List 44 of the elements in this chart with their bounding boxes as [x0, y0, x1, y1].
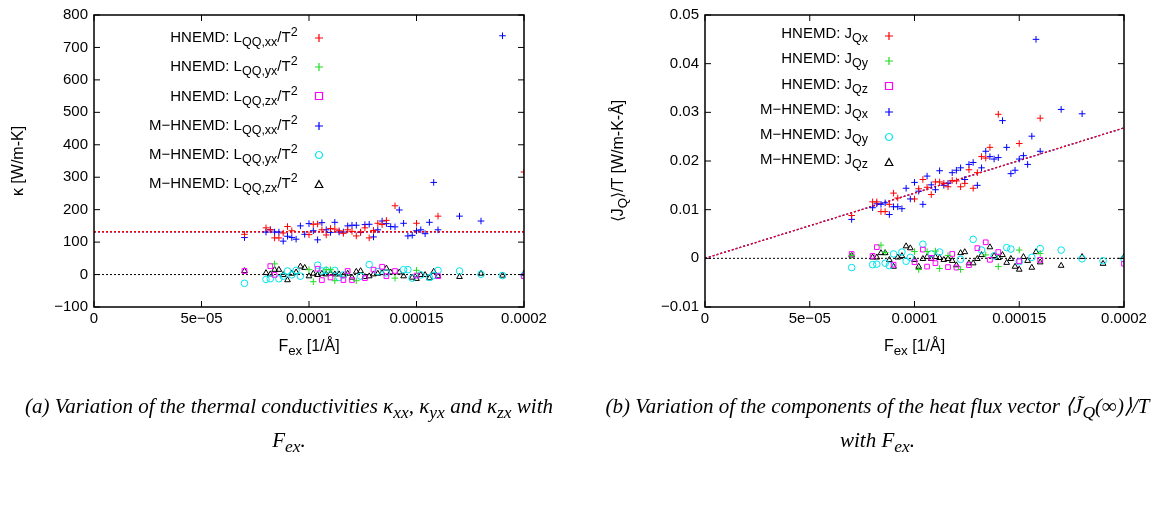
y-tick-label: 100	[62, 232, 88, 250]
x-tick-label: 5e−05	[788, 309, 831, 327]
y-tick-label: −100	[54, 297, 88, 315]
y-tick-label: 0.02	[669, 151, 699, 169]
legend-label: M−HNEMD: L$_{QQ,zx}$/T$^{2}$	[149, 170, 298, 198]
x-tick-label: 0.00015	[389, 309, 444, 327]
y-tick-label: 0.04	[669, 53, 699, 71]
legend-label: HNEMD: J$_{Qx}$	[781, 23, 869, 47]
x-tick-label: 0	[700, 309, 710, 327]
x-tick-label: 0.0002	[501, 309, 547, 327]
x-tick-label: 0	[89, 309, 99, 327]
y-tick-label: 800	[62, 5, 88, 23]
y-axis-title: κ [W/m-K]	[9, 125, 27, 197]
y-tick-label: 500	[62, 102, 88, 120]
legend-label: HNEMD: L$_{QQ,yx}$/T$^{2}$	[170, 53, 298, 81]
y-tick-label: 300	[62, 167, 88, 185]
y-tick-label: 400	[62, 134, 88, 152]
y-tick-label: −0.01	[661, 297, 699, 315]
text: (a) Variation of the thermal conductivities κ$_{xx}$, κ$_{yx}$ and κ$_{zx}$ with F$_{ex}$.	[25, 394, 553, 457]
y-tick-label: 700	[62, 37, 88, 55]
y-tick-label: 200	[62, 199, 88, 217]
y-tick-label: 0.05	[669, 5, 699, 23]
legend-label: HNEMD: L$_{QQ,zx}$/T$^{2}$	[170, 82, 298, 110]
x-tick-label: 0.00015	[992, 309, 1047, 327]
legend-label: HNEMD: J$_{Qz}$	[781, 73, 869, 98]
legend-label: M−HNEMD: J$_{Qx}$	[760, 98, 869, 123]
x-axis-title: F$_{ex}$ [1/Å]	[883, 337, 946, 359]
y-tick-label: 0	[79, 264, 88, 282]
legend-label: HNEMD: L$_{QQ,xx}$/T$^{2}$	[170, 24, 298, 51]
y-tick-label: 0.03	[669, 102, 699, 120]
x-tick-label: 5e−05	[180, 309, 223, 327]
x-tick-label: 0.0002	[1101, 309, 1147, 327]
y-tick-label: 600	[62, 70, 88, 88]
legend-label: HNEMD: J$_{Qy}$	[781, 48, 869, 73]
legend-label: M−HNEMD: J$_{Qy}$	[760, 124, 869, 149]
x-tick-label: 0.0001	[891, 309, 938, 327]
text: (b) Variation of the components of the heat flux vector ⟨J̃$_{Q}$(∞)⟩/T with F$_{ex}$.	[605, 394, 1150, 457]
legend-label: M−HNEMD: L$_{QQ,xx}$/T$^{2}$	[149, 111, 298, 139]
x-axis-title: F$_{ex}$ [1/Å]	[278, 337, 340, 359]
y-tick-label: 0.01	[669, 199, 699, 217]
legend-label: M−HNEMD: L$_{QQ,yx}$/T$^{2}$	[149, 141, 298, 169]
x-tick-label: 0.0001	[286, 309, 332, 327]
y-tick-label: 0	[690, 248, 699, 266]
legend-label: M−HNEMD: J$_{Qz}$	[760, 149, 869, 174]
